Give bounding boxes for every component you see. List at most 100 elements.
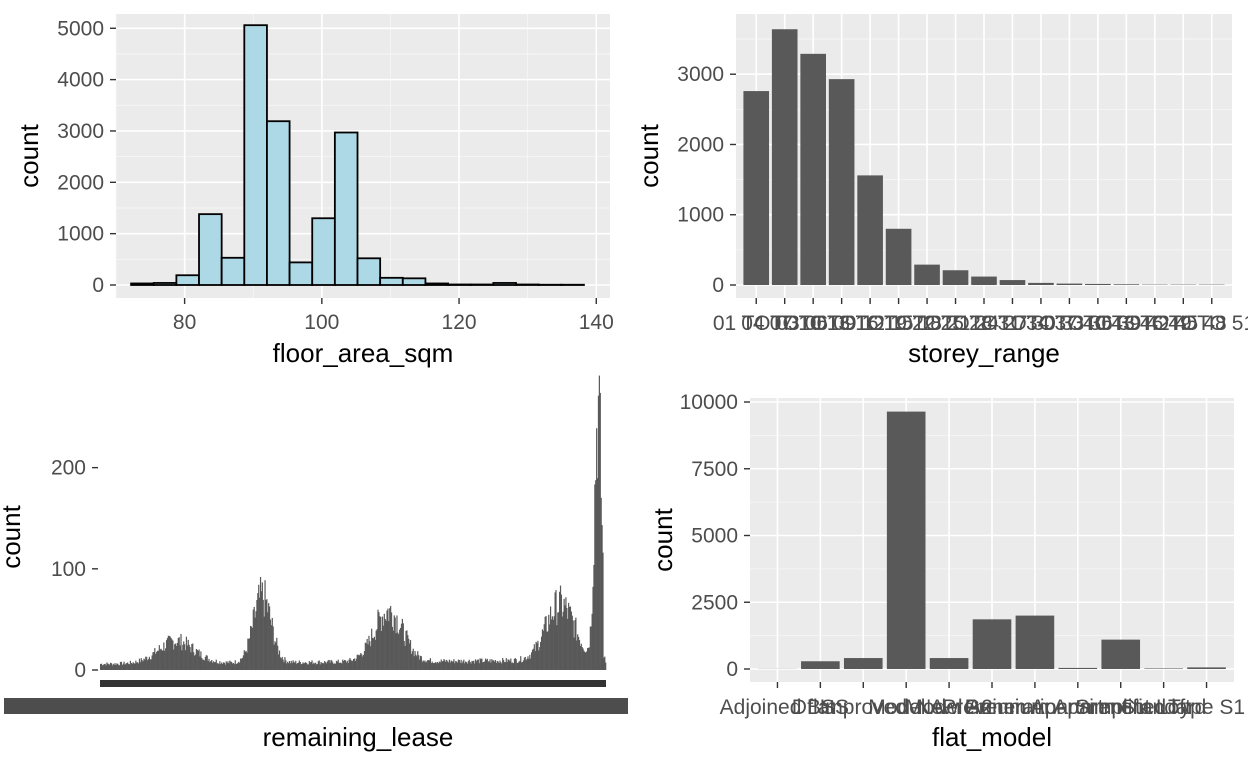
x-tick-label: Model A — [868, 696, 944, 719]
bar — [479, 658, 481, 670]
bar — [568, 602, 570, 670]
bar — [512, 663, 515, 670]
bar — [467, 661, 469, 670]
bar — [466, 663, 469, 670]
bar — [472, 661, 474, 670]
bar — [225, 661, 227, 670]
bar — [561, 616, 563, 670]
bar — [186, 645, 188, 670]
bar — [131, 663, 133, 670]
bar — [567, 618, 569, 670]
bar — [217, 663, 219, 670]
bar — [281, 656, 283, 670]
bar — [542, 630, 544, 670]
x-ticks-band — [100, 680, 606, 687]
histogram-bar — [198, 213, 223, 286]
x-tick-label: 22 TO 24 — [912, 312, 999, 335]
bar — [143, 658, 145, 670]
bar — [247, 638, 249, 670]
bar — [559, 591, 561, 670]
bar — [409, 643, 411, 670]
bar — [324, 662, 327, 670]
bar — [319, 664, 321, 670]
bar — [545, 616, 547, 670]
bar — [184, 650, 187, 670]
bar — [210, 660, 212, 670]
bar — [465, 662, 468, 670]
bar — [183, 641, 185, 670]
bar — [110, 663, 113, 670]
y-tick-label: 0 — [726, 658, 738, 681]
bar — [284, 657, 286, 670]
bar — [344, 660, 347, 670]
bar — [244, 651, 246, 670]
bar — [188, 644, 190, 670]
bar — [435, 661, 437, 670]
bar — [349, 657, 351, 670]
x-tick-label: 01 TO 03 — [713, 312, 800, 335]
bar — [577, 636, 580, 670]
bar — [441, 661, 443, 670]
bar — [178, 637, 180, 670]
bar — [484, 661, 486, 670]
bar — [295, 660, 297, 670]
y-tick-label: 100 — [51, 558, 86, 581]
bar — [199, 656, 201, 670]
bar — [250, 626, 253, 670]
bar — [474, 659, 477, 670]
bar — [553, 616, 555, 670]
bar — [562, 611, 564, 670]
bar — [283, 662, 285, 670]
bar — [381, 630, 383, 670]
bar — [354, 661, 357, 670]
bar — [530, 658, 532, 670]
bar — [535, 641, 537, 670]
bar — [358, 655, 360, 670]
bar — [274, 641, 276, 670]
bar — [509, 661, 511, 670]
bar — [265, 600, 267, 670]
bar — [155, 653, 157, 670]
bar — [212, 662, 214, 670]
histogram-bar — [288, 261, 314, 286]
bar — [440, 659, 442, 670]
bar — [251, 627, 254, 670]
bar — [429, 658, 432, 670]
bar — [146, 656, 148, 670]
bar — [476, 659, 478, 670]
bar — [245, 650, 247, 670]
bar — [515, 659, 517, 670]
bar — [491, 659, 493, 670]
bar — [201, 658, 203, 670]
bar — [402, 623, 404, 670]
bar — [546, 631, 548, 670]
bar — [592, 586, 594, 670]
x-tick-label: Type S1 — [1168, 696, 1245, 719]
bar — [302, 662, 304, 670]
bar — [350, 659, 352, 670]
bar — [439, 662, 441, 670]
bar — [103, 664, 105, 670]
x-tick-labels-band — [4, 698, 628, 714]
bar — [365, 643, 367, 670]
bar — [132, 662, 134, 670]
histogram-bar — [356, 257, 382, 286]
bar — [539, 647, 541, 670]
bar — [360, 653, 362, 670]
bar — [521, 662, 523, 670]
x-tick-label: 31 TO 33 — [998, 312, 1085, 335]
bar — [119, 661, 122, 670]
bar — [206, 655, 208, 670]
bar — [971, 276, 997, 285]
bar — [563, 598, 565, 670]
bar — [100, 663, 103, 670]
bar — [459, 662, 461, 670]
bar — [346, 660, 348, 670]
bar — [369, 641, 371, 670]
bar — [268, 603, 270, 670]
bar — [301, 663, 303, 670]
bar — [566, 607, 568, 670]
y-tick-label: 2500 — [691, 591, 738, 614]
bar — [470, 663, 472, 670]
bar — [510, 658, 512, 670]
